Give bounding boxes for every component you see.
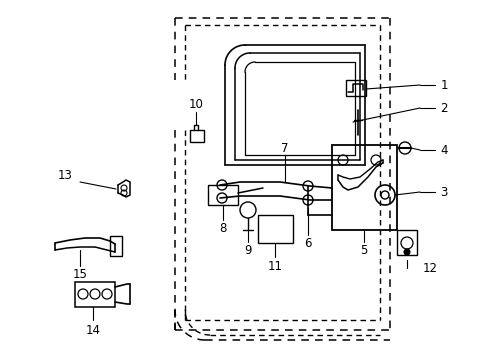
Bar xyxy=(346,80,365,96)
Text: 4: 4 xyxy=(439,144,447,157)
Text: 11: 11 xyxy=(267,261,282,274)
Text: 2: 2 xyxy=(439,102,447,114)
Bar xyxy=(331,145,396,230)
Text: 6: 6 xyxy=(304,237,311,249)
Text: 10: 10 xyxy=(188,98,203,111)
Text: 12: 12 xyxy=(422,261,437,274)
Bar xyxy=(110,236,122,256)
Text: 13: 13 xyxy=(58,168,72,181)
Bar xyxy=(75,282,115,307)
Text: 5: 5 xyxy=(360,243,367,257)
Bar xyxy=(190,130,203,142)
Text: 14: 14 xyxy=(85,324,101,337)
Bar xyxy=(258,215,292,243)
Text: 15: 15 xyxy=(72,267,87,280)
Bar xyxy=(207,185,238,205)
Text: 9: 9 xyxy=(244,243,251,257)
Text: 8: 8 xyxy=(219,221,226,234)
Circle shape xyxy=(403,249,409,255)
Bar xyxy=(396,230,416,255)
Text: 3: 3 xyxy=(439,185,447,198)
Text: 7: 7 xyxy=(281,141,288,154)
Text: 1: 1 xyxy=(439,78,447,91)
